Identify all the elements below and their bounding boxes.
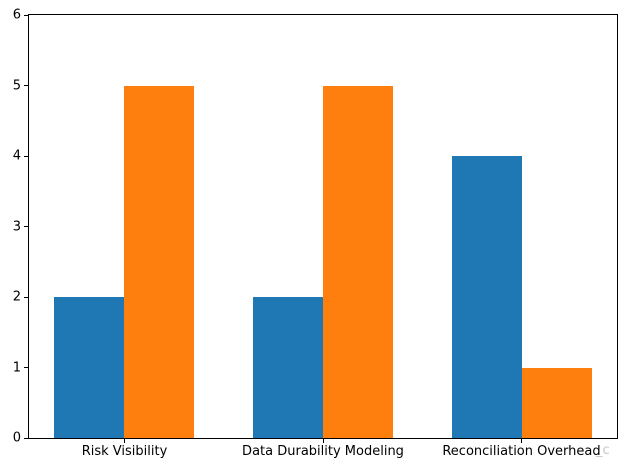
- bar-blue-series: [54, 297, 125, 438]
- bar-orange-series: [521, 367, 592, 438]
- x-tick-label: Reconciliation Overhead: [442, 444, 601, 459]
- y-tick-label: 2: [12, 289, 21, 305]
- bar-orange-series: [124, 85, 195, 438]
- y-tick-label: 6: [12, 7, 21, 23]
- bar-orange-series: [323, 85, 393, 438]
- y-tick-mark: [24, 155, 28, 157]
- bar-blue-series: [451, 156, 522, 438]
- bar-blue-series: [253, 297, 323, 438]
- watermark: _c: [596, 443, 610, 458]
- x-tick-mark: [123, 439, 125, 443]
- y-tick-label: 4: [12, 148, 21, 164]
- y-tick-mark: [24, 367, 28, 368]
- plot-area: 0 1 2 3 4 5 6 Risk Visibility Data Durability Mo…: [13, 9, 618, 458]
- y-tick-label: 1: [12, 360, 21, 375]
- y-tick-label: 3: [12, 219, 21, 234]
- y-tick-label: 5: [12, 78, 21, 93]
- y-tick-mark: [24, 85, 28, 86]
- x-tick-label: Data Durability Modeling: [242, 444, 404, 459]
- y-tick-mark: [24, 296, 28, 298]
- y-tick-mark: [24, 437, 28, 439]
- y-tick-mark: [24, 226, 28, 227]
- x-tick-mark: [322, 439, 324, 443]
- y-tick-mark: [24, 14, 28, 16]
- y-tick-label: 0: [12, 430, 21, 446]
- x-tick-mark: [521, 439, 522, 443]
- x-tick-label: Risk Visibility: [81, 444, 168, 459]
